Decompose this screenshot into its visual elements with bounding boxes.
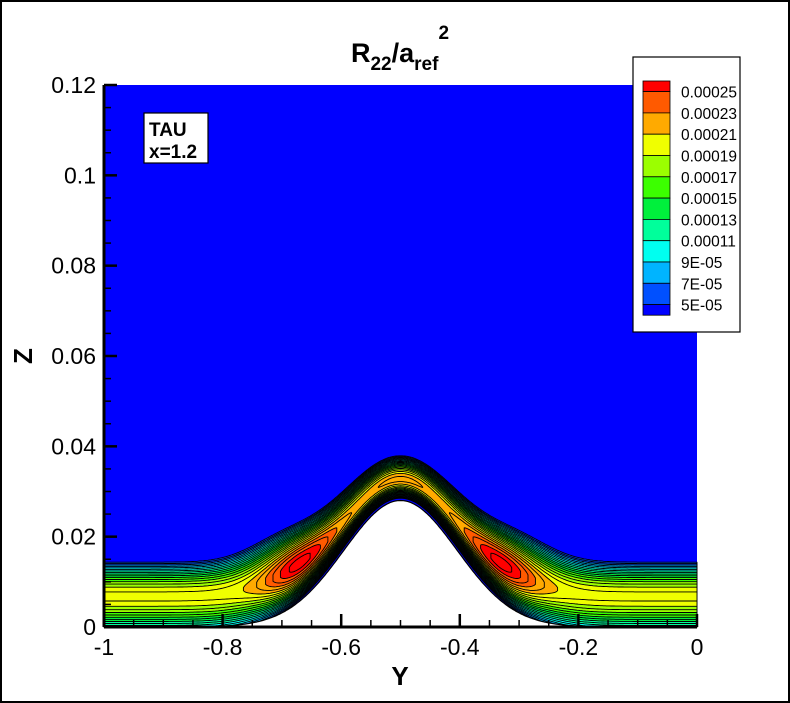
legend-swatch	[642, 218, 671, 242]
x-tick-label: -0.2	[559, 634, 599, 660]
legend-swatch	[642, 197, 671, 220]
annotation-box: TAU x=1.2	[143, 112, 209, 164]
contour-level-2e-4	[103, 469, 698, 607]
y-tick-label: 0.12	[51, 72, 96, 98]
plot-area	[103, 85, 698, 628]
chart-title: R22/aref2	[351, 23, 449, 75]
x-tick-label: -1	[94, 634, 114, 660]
legend-swatch	[642, 240, 671, 263]
y-tick-label: 0.02	[51, 524, 96, 550]
contour-level-3e-4	[490, 552, 513, 573]
contour-level-3e-4	[288, 552, 311, 573]
x-tick-label: -0.8	[203, 634, 243, 660]
legend-label: 0.00025	[681, 85, 737, 102]
contour-level-2e-4	[377, 476, 424, 488]
axes: -1 -0.8 -0.6 -0.4 -0.2 0 0 0.02 0.04 0.06 0.08 0.1 0…	[51, 72, 703, 660]
annotation-frame	[143, 112, 209, 164]
legend-swatch	[642, 176, 671, 199]
y-tick-label: 0.08	[51, 253, 96, 279]
x-tick-label: 0	[691, 634, 704, 660]
y-tick-label: 0	[83, 614, 96, 640]
y-axis-label: Z	[8, 348, 38, 364]
legend-swatch	[642, 80, 671, 93]
legend-label: 7E-05	[681, 276, 722, 293]
legend-swatch	[642, 112, 671, 135]
annotation-station: x=1.2	[149, 142, 197, 163]
legend-label: 0.00013	[681, 212, 737, 229]
legend-swatch	[642, 304, 671, 316]
legend-label: 0.00021	[681, 127, 737, 144]
legend-label: 0.00023	[681, 106, 737, 123]
annotation-solver: TAU	[149, 120, 187, 141]
y-tick-label: 0.06	[51, 343, 96, 369]
legend-label: 0.00015	[681, 191, 737, 208]
legend-swatch	[642, 155, 671, 178]
legend-label: 0.00019	[681, 149, 737, 166]
legend-swatch	[642, 91, 671, 114]
y-tick-label: 0.1	[64, 162, 96, 188]
y-tick-label: 0.04	[51, 433, 96, 459]
x-tick-label: -0.6	[321, 634, 361, 660]
legend-swatch	[642, 261, 671, 284]
contour-level-2e-4	[103, 470, 698, 602]
legend-swatch	[642, 133, 671, 156]
x-axis-label: Y	[391, 661, 408, 691]
legend-swatch	[642, 282, 671, 305]
legend-label: 9E-05	[681, 255, 722, 272]
legend-label: 0.00017	[681, 170, 737, 187]
legend-label: 5E-05	[681, 298, 722, 315]
x-tick-label: -0.4	[440, 634, 480, 660]
legend-label: 0.00011	[681, 234, 736, 251]
legend: 0.00025 0.00023 0.00021 0.00019 0.00017 0.000…	[632, 56, 741, 333]
